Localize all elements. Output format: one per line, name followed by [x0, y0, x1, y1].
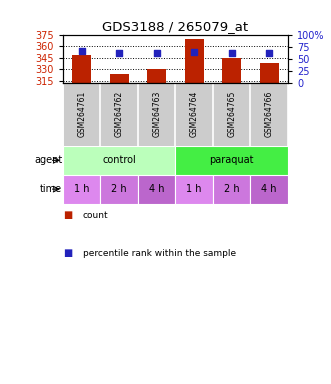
Bar	[63, 175, 100, 204]
Text: agent: agent	[34, 155, 62, 166]
Text: GSM264761: GSM264761	[77, 91, 86, 137]
Title: GDS3188 / 265079_at: GDS3188 / 265079_at	[102, 20, 249, 33]
Point	[79, 48, 84, 55]
Text: GSM264764: GSM264764	[190, 91, 199, 137]
Bar	[222, 58, 241, 83]
Text: 1 h: 1 h	[186, 184, 202, 194]
Bar	[138, 175, 175, 204]
Text: GSM264763: GSM264763	[152, 91, 161, 137]
Text: 1 h: 1 h	[74, 184, 89, 194]
Point	[266, 50, 272, 56]
Text: paraquat: paraquat	[210, 155, 254, 166]
Text: GSM264766: GSM264766	[265, 91, 274, 137]
Bar	[175, 175, 213, 204]
Text: GSM264762: GSM264762	[115, 91, 124, 137]
Point	[192, 49, 197, 55]
Point	[229, 50, 234, 56]
Bar	[63, 146, 175, 175]
Bar	[110, 74, 128, 83]
Text: 2 h: 2 h	[111, 184, 127, 194]
Bar	[185, 39, 204, 83]
Text: 4 h: 4 h	[149, 184, 165, 194]
Bar	[100, 175, 138, 204]
Bar	[72, 55, 91, 83]
Text: control: control	[102, 155, 136, 166]
Text: GSM264765: GSM264765	[227, 91, 236, 137]
Bar	[251, 175, 288, 204]
Text: 2 h: 2 h	[224, 184, 240, 194]
Point	[117, 50, 122, 56]
Text: time: time	[40, 184, 62, 194]
Point	[154, 50, 159, 56]
Bar	[260, 63, 279, 83]
Bar	[147, 70, 166, 83]
Bar	[213, 175, 251, 204]
Text: 4 h: 4 h	[261, 184, 277, 194]
Text: count: count	[83, 210, 108, 220]
Text: ■: ■	[63, 248, 72, 258]
Text: percentile rank within the sample: percentile rank within the sample	[83, 249, 236, 258]
Text: ■: ■	[63, 210, 72, 220]
Bar	[175, 146, 288, 175]
